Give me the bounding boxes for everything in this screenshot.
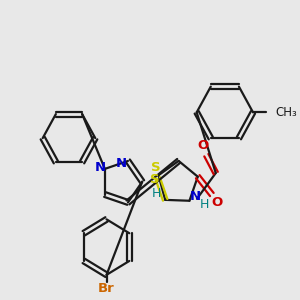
Text: CH₃: CH₃ — [275, 106, 297, 119]
Text: O: O — [197, 139, 208, 152]
Text: N: N — [94, 161, 106, 174]
Text: O: O — [212, 196, 223, 209]
Text: Br: Br — [98, 282, 115, 295]
Text: H: H — [152, 187, 161, 200]
Text: S: S — [151, 161, 160, 174]
Text: N: N — [116, 158, 127, 170]
Text: H: H — [200, 198, 209, 211]
Text: S: S — [150, 173, 160, 186]
Text: N: N — [190, 190, 201, 203]
